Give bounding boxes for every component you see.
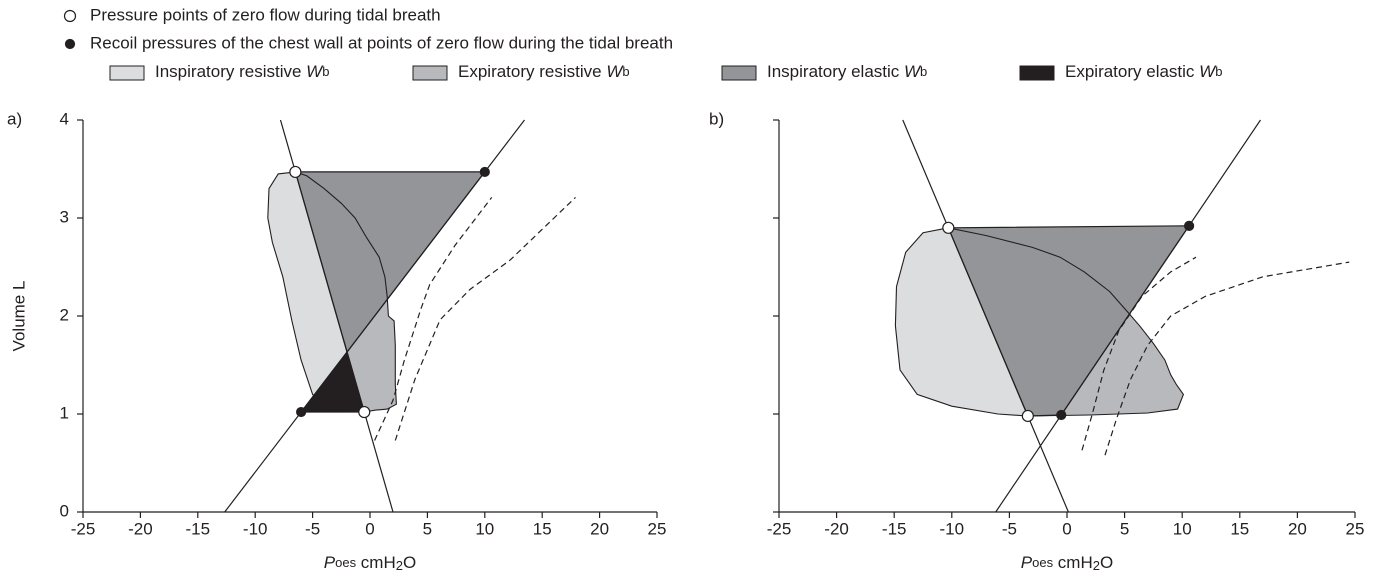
legend-text: Expiratory resistive Wb <box>458 62 630 81</box>
label-part: Expiratory elastic <box>1065 62 1199 81</box>
legend-text: Inspiratory elastic Wb <box>767 62 927 81</box>
x-tick-label: -20 <box>824 519 849 538</box>
x-tick-label: 20 <box>590 519 609 538</box>
label-part: b <box>622 64 629 79</box>
y-axis-label: Volume L <box>9 281 28 352</box>
label-part: P <box>1021 553 1033 572</box>
x-tick-label: -10 <box>940 519 965 538</box>
zero_flow-point <box>1021 409 1034 423</box>
inspiration-curve <box>894 227 1028 417</box>
y-tick-label: 0 <box>60 501 69 520</box>
label-part: b <box>920 64 927 79</box>
legend-marker <box>63 9 77 23</box>
dashed-curve <box>1081 256 1197 451</box>
dashed-curve <box>1104 261 1350 456</box>
x-tick-label: -15 <box>882 519 907 538</box>
inspiration-curve <box>267 171 365 413</box>
label-part: Expiratory resistive <box>458 62 606 81</box>
x-tick-label: 20 <box>1288 519 1307 538</box>
legend-text: Expiratory elastic Wb <box>1065 62 1222 81</box>
x-tick-label: -20 <box>128 519 153 538</box>
legend-text: Inspiratory resistive Wb <box>155 62 329 81</box>
legend-swatch <box>1019 65 1055 81</box>
x-tick-label: 10 <box>1173 519 1192 538</box>
label-part: W <box>306 62 324 81</box>
zero_flow-point <box>942 221 955 234</box>
label-part: b <box>322 64 329 79</box>
label-part: cmH <box>1053 553 1093 572</box>
x-tick-label: 25 <box>1346 519 1365 538</box>
recoil-point <box>1184 220 1195 231</box>
zero_flow-point <box>289 165 302 179</box>
zero_flow-point <box>358 405 371 419</box>
legend-swatch <box>721 65 757 81</box>
inspiration-region <box>267 171 365 412</box>
expiration-curve <box>948 227 1185 417</box>
label-part: W <box>1199 62 1217 81</box>
label-part: O <box>1100 553 1113 572</box>
label-part: W <box>606 62 624 81</box>
dashed-curve <box>394 196 576 441</box>
x-tick-label: 10 <box>475 519 494 538</box>
legend-marker <box>64 38 76 50</box>
x-tick-label: -25 <box>767 519 792 538</box>
label-part: 2 <box>1093 558 1100 573</box>
label-part: oes <box>1032 555 1053 570</box>
expiration-curve <box>295 171 397 413</box>
label-part: 2 <box>396 558 403 573</box>
x-tick-label: 25 <box>648 519 667 538</box>
x-tick-label: -5 <box>1002 519 1017 538</box>
recoil-point <box>296 406 307 418</box>
label-part: W <box>904 62 922 81</box>
x-tick-label: 0 <box>365 519 374 538</box>
panel-label: b) <box>709 109 724 128</box>
label-part: b <box>1215 64 1222 79</box>
x-tick-label: 5 <box>423 519 432 538</box>
legend-swatch <box>109 65 145 81</box>
x-tick-label: -15 <box>186 519 211 538</box>
label-part: O <box>403 553 416 572</box>
legend-swatch <box>412 65 448 81</box>
y-tick-label: 1 <box>60 403 69 422</box>
x-tick-label: -5 <box>305 519 320 538</box>
x-tick-label: 15 <box>533 519 552 538</box>
pressure-line <box>224 119 525 513</box>
y-tick-label: 4 <box>60 109 69 128</box>
x-axis-label: Poes cmH2O <box>1021 553 1113 573</box>
x-tick-label: 5 <box>1120 519 1129 538</box>
recoil-point <box>479 166 490 178</box>
y-tick-label: 3 <box>60 207 69 226</box>
x-tick-label: 15 <box>1230 519 1249 538</box>
label-part: P <box>324 553 336 572</box>
pressure-line <box>279 119 394 513</box>
label-part: Inspiratory elastic <box>767 62 904 81</box>
x-axis-label: Poes cmH2O <box>324 553 416 573</box>
x-tick-label: -10 <box>243 519 268 538</box>
dashed-curve <box>374 197 493 441</box>
pressure-line <box>902 119 1069 513</box>
recoil-point <box>1056 409 1067 421</box>
inspiration-region <box>895 227 1028 416</box>
legend-text: Pressure points of zero flow during tida… <box>90 5 441 24</box>
label-part: cmH <box>356 553 396 572</box>
x-tick-label: 0 <box>1062 519 1071 538</box>
label-part: oes <box>335 555 356 570</box>
legend-text: Recoil pressures of the chest wall at po… <box>90 33 673 52</box>
label-part: Inspiratory resistive <box>155 62 306 81</box>
y-tick-label: 2 <box>60 305 69 324</box>
panel-label: a) <box>7 109 22 128</box>
x-tick-label: -25 <box>71 519 96 538</box>
